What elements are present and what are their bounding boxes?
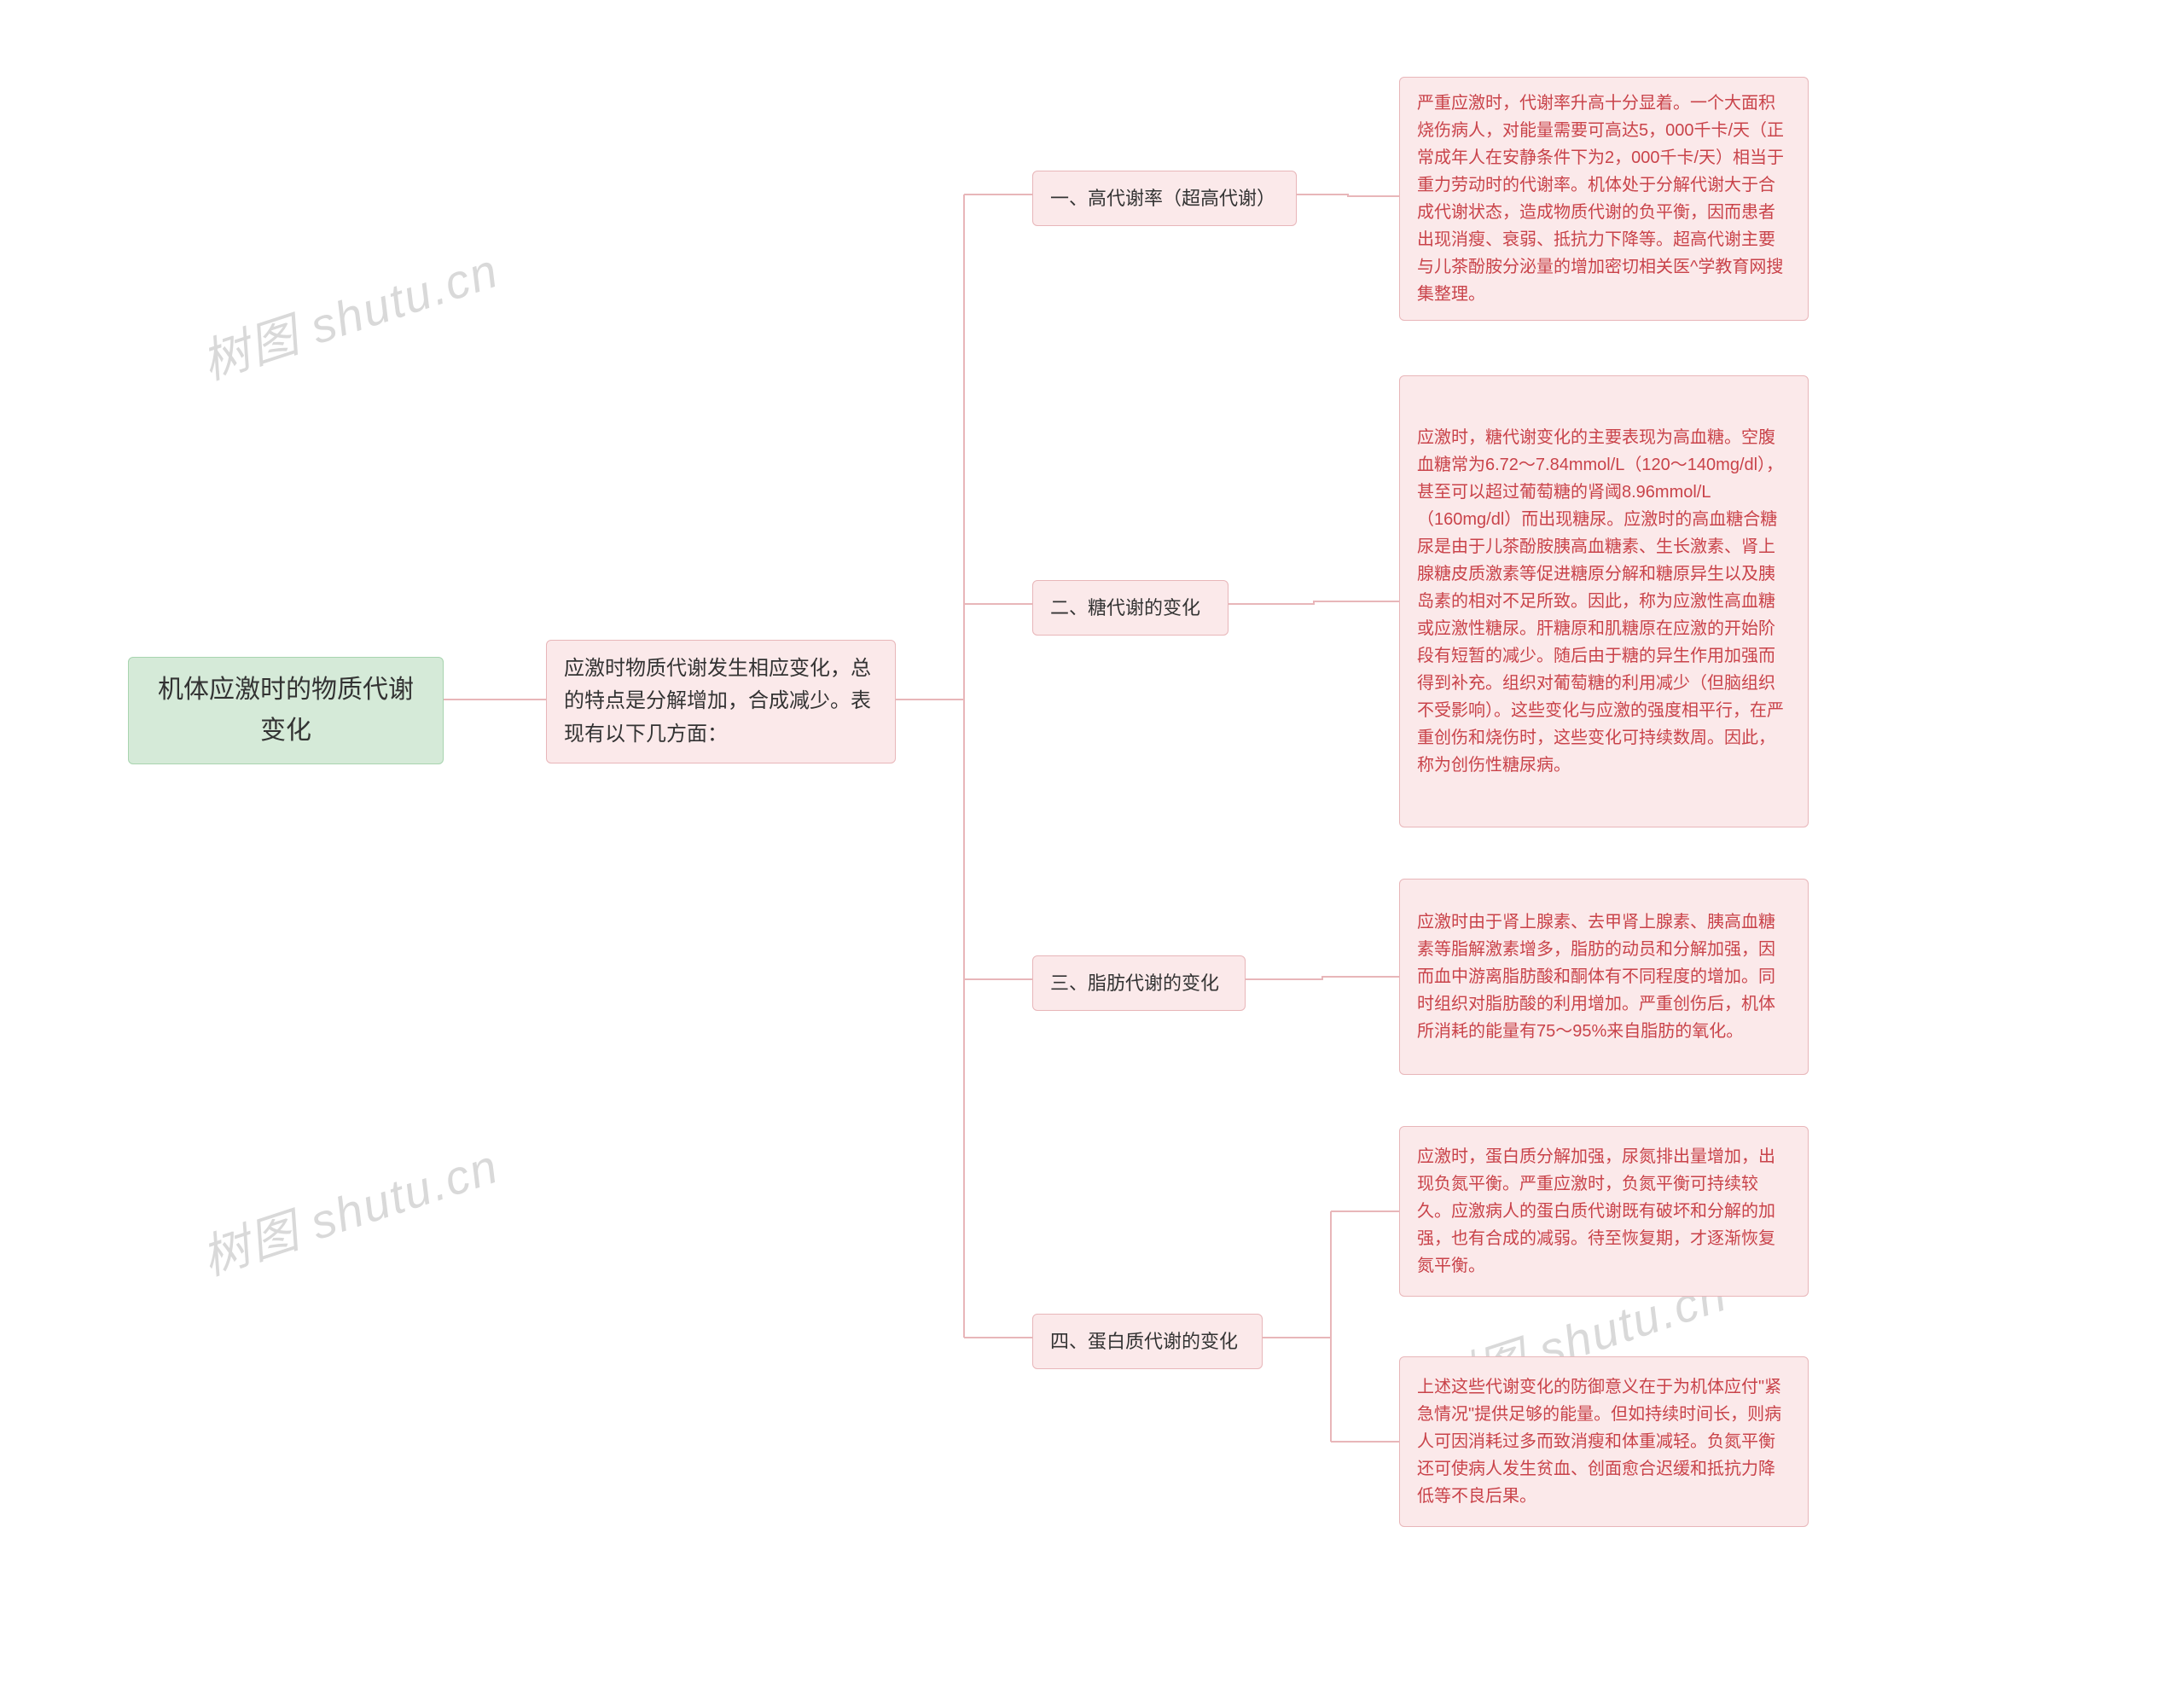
leaf-node: 严重应激时，代谢率升高十分显着。一个大面积烧伤病人，对能量需要可高达5，000千… bbox=[1399, 77, 1809, 321]
branch-node-4: 四、蛋白质代谢的变化 bbox=[1032, 1314, 1263, 1369]
leaf-node: 应激时，糖代谢变化的主要表现为高血糖。空腹血糖常为6.72～7.84mmol/L… bbox=[1399, 375, 1809, 827]
watermark: 树图 shutu.cn bbox=[192, 1128, 507, 1289]
level1-node: 应激时物质代谢发生相应变化，总的特点是分解增加，合成减少。表现有以下几方面： bbox=[546, 640, 896, 763]
connector-layer bbox=[0, 0, 2184, 1701]
root-node: 机体应激时的物质代谢变化 bbox=[128, 657, 444, 764]
watermark: 树图 shutu.cn bbox=[192, 232, 507, 393]
branch-node-1: 一、高代谢率（超高代谢） bbox=[1032, 171, 1297, 226]
branch-node-2: 二、糖代谢的变化 bbox=[1032, 580, 1228, 636]
leaf-node: 应激时，蛋白质分解加强，尿氮排出量增加，出现负氮平衡。严重应激时，负氮平衡可持续… bbox=[1399, 1126, 1809, 1297]
branch-node-3: 三、脂肪代谢的变化 bbox=[1032, 955, 1246, 1011]
leaf-node: 应激时由于肾上腺素、去甲肾上腺素、胰高血糖素等脂解激素增多，脂肪的动员和分解加强… bbox=[1399, 879, 1809, 1075]
leaf-node: 上述这些代谢变化的防御意义在于为机体应付"紧急情况"提供足够的能量。但如持续时间… bbox=[1399, 1356, 1809, 1527]
